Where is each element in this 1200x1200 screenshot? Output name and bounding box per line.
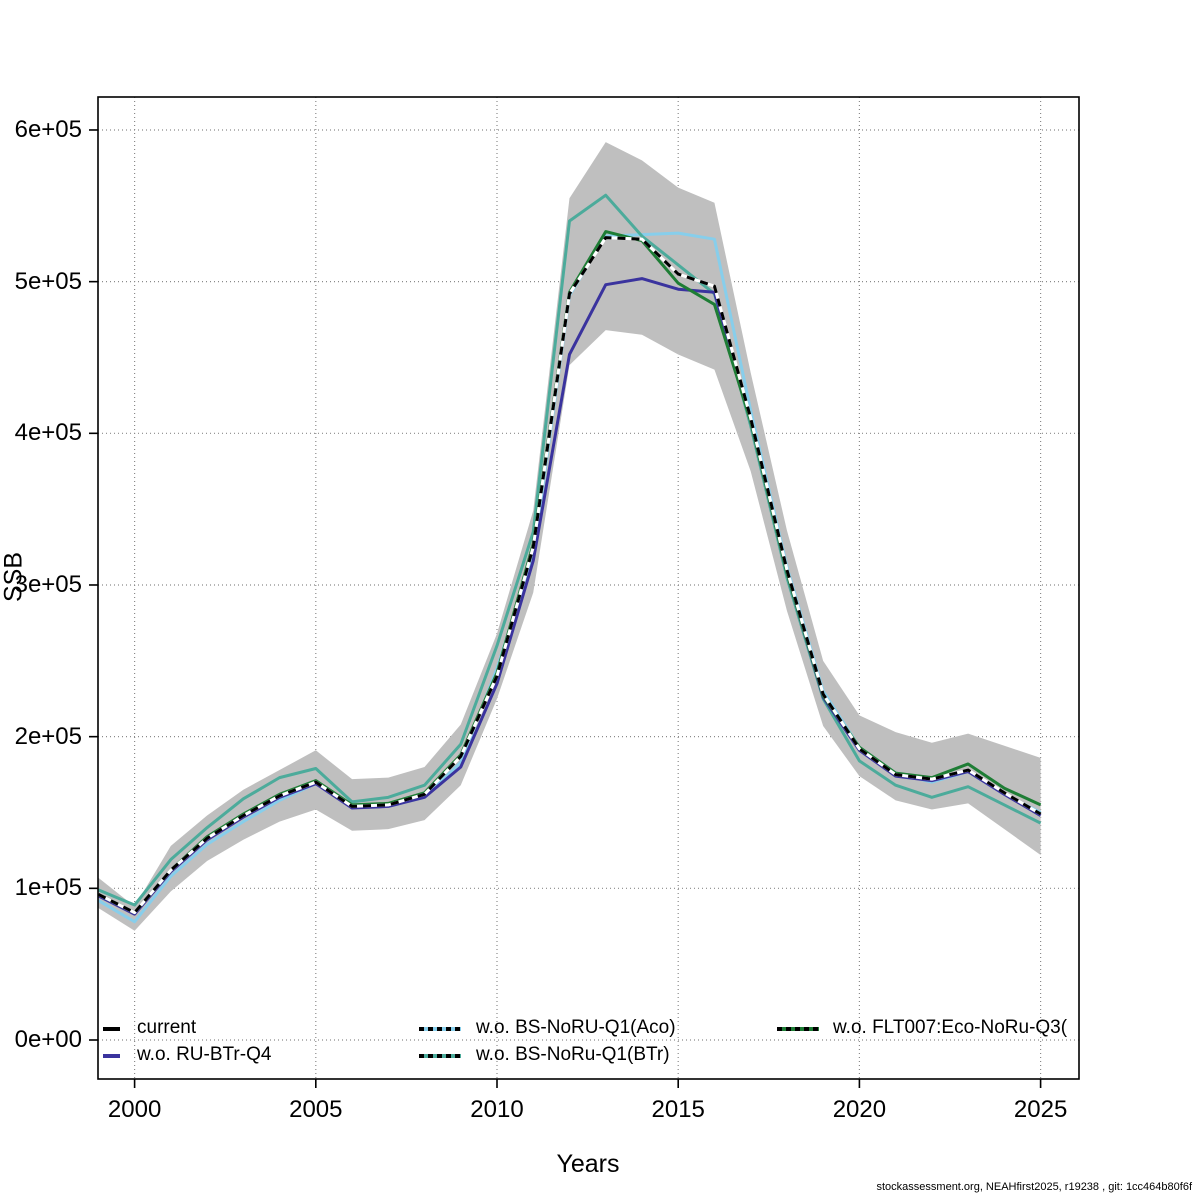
legend-line-swatch [419,1054,461,1058]
legend-line-swatch [103,1027,120,1031]
x-tick-label: 2010 [470,1096,524,1123]
legend-label: current [137,1017,197,1038]
legend-label: w.o. FLT007:Eco-NoRu-Q3( [833,1017,1068,1038]
legend-item: w.o. FLT007:Eco-NoRu-Q3( [0,1017,1200,1042]
x-axis-title: Years [556,1150,620,1178]
legend-line-swatch [419,1027,461,1031]
series-line-w-o-bs-noru-q1-btr [98,193,1042,907]
series-line-current [98,236,1042,915]
x-tick-label: 2020 [832,1096,887,1123]
x-tick-label: 2025 [1013,1096,1068,1123]
y-tick-label: 3e+05 [14,570,82,598]
y-tick-label: 6e+05 [14,115,82,143]
y-tick-label: 1e+05 [14,874,82,902]
legend-item: w.o. BS-NoRU-Q1(Aco) [0,1017,1200,1042]
x-tick-label: 2000 [107,1096,162,1123]
y-tick-label: 4e+05 [14,419,82,447]
legend-item: current [0,1017,1200,1042]
x-tick-label: 2005 [289,1096,343,1123]
y-tick-label: 0e+00 [14,1026,82,1053]
confidence-band [98,142,1041,931]
stockassessment-footer-note: stockassessment.org, NEAHfirst2025, r192… [876,1181,1193,1193]
legend-label: w.o. BS-NoRu-Q1(BTr) [476,1044,670,1065]
axis-ticks [89,129,1042,1088]
y-tick-label: 2e+05 [14,722,82,750]
legend-item: w.o. BS-NoRu-Q1(BTr) [0,1044,1200,1069]
legend-line-swatch [777,1027,819,1031]
plot-border [97,96,1080,1080]
legend-label: w.o. BS-NoRU-Q1(Aco) [476,1017,676,1038]
y-tick-label: 5e+05 [14,267,82,295]
legend-line-swatch [103,1054,120,1058]
legend-item: w.o. RU-BTr-Q4 [0,1044,1200,1069]
legend-label: w.o. RU-BTr-Q4 [137,1044,272,1065]
x-tick-label: 2015 [651,1096,705,1123]
